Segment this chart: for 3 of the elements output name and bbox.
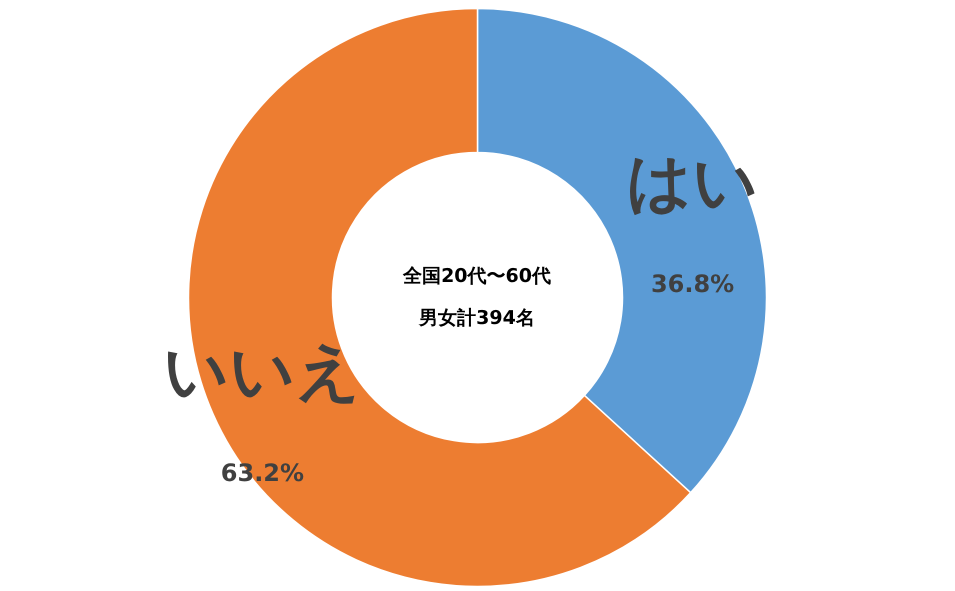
text: 男女計394名 [418, 307, 535, 329]
text: 全国20代〜60代 [402, 265, 551, 287]
data-label: 36.8% [650, 270, 734, 298]
